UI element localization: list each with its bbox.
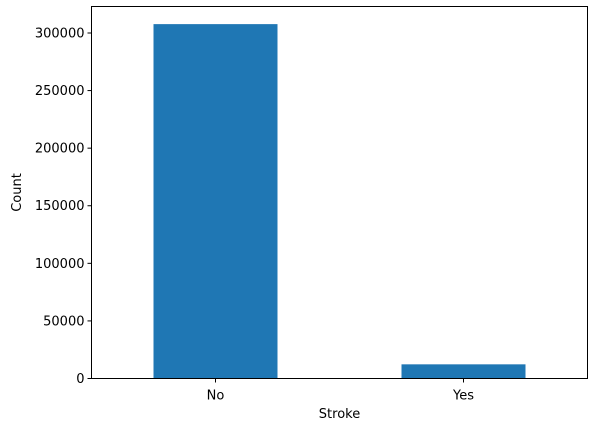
y-tick-label-250000: 250000 xyxy=(35,84,85,99)
y-tick-label-0: 0 xyxy=(76,372,84,387)
y-tick-label-50000: 50000 xyxy=(43,314,84,329)
bar-no xyxy=(153,24,278,379)
y-tick-label-150000: 150000 xyxy=(35,199,85,214)
x-tick-label-no: No xyxy=(207,389,225,404)
y-tick-label-200000: 200000 xyxy=(35,142,85,157)
y-tick-label-100000: 100000 xyxy=(35,257,85,272)
x-tick-label-yes: Yes xyxy=(452,389,474,404)
ticks-layer: No Yes 0 50000 100000 150000 200000 250000 30000… xyxy=(35,26,474,403)
y-tick-label-300000: 300000 xyxy=(35,26,85,41)
x-axis-label: Stroke xyxy=(319,407,360,422)
bars-layer xyxy=(153,24,526,379)
bar-yes xyxy=(401,364,526,379)
plot-frame xyxy=(91,6,588,379)
y-axis-label: Count xyxy=(10,173,25,212)
